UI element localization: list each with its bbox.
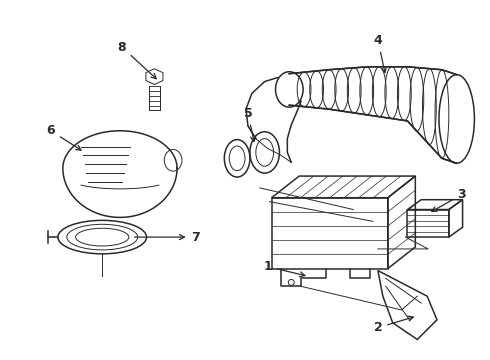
Text: 2: 2 bbox=[373, 316, 413, 334]
Bar bbox=[408, 210, 449, 237]
Text: 5: 5 bbox=[244, 107, 255, 141]
Text: 1: 1 bbox=[263, 260, 305, 277]
Bar bbox=[271, 198, 388, 269]
Text: 8: 8 bbox=[118, 41, 156, 79]
Text: 6: 6 bbox=[47, 124, 81, 150]
Text: 7: 7 bbox=[135, 231, 200, 244]
Text: 4: 4 bbox=[373, 34, 386, 72]
Text: 3: 3 bbox=[432, 188, 466, 211]
